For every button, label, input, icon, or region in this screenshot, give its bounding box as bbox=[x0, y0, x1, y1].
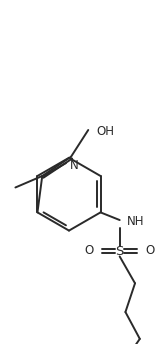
Text: NH: NH bbox=[126, 216, 144, 229]
Text: OH: OH bbox=[97, 125, 115, 138]
Text: S: S bbox=[115, 245, 124, 258]
Text: O: O bbox=[85, 244, 94, 257]
Text: N: N bbox=[69, 159, 78, 172]
Text: O: O bbox=[146, 244, 155, 257]
